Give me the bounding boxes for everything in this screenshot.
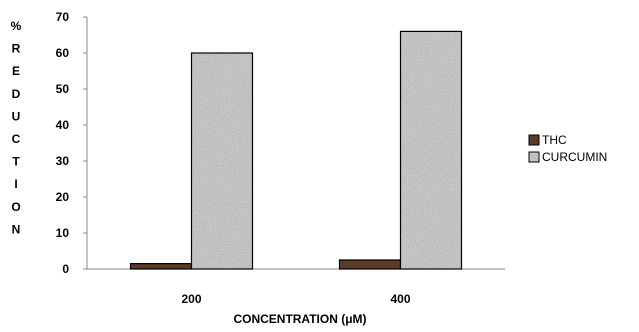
y-axis-label-letter: E bbox=[12, 64, 20, 78]
y-tick-label: 10 bbox=[56, 226, 70, 240]
y-axis-label-letter: T bbox=[12, 155, 20, 169]
y-axis-label-letter: D bbox=[12, 87, 21, 101]
legend: THC CURCUMIN bbox=[528, 133, 607, 164]
bar-thc-400 bbox=[338, 259, 402, 270]
y-tick-label: 20 bbox=[56, 190, 70, 204]
bars bbox=[129, 30, 463, 270]
legend-label: CURCUMIN bbox=[542, 150, 607, 164]
y-axis-label-letter: U bbox=[12, 109, 21, 123]
legend-label: THC bbox=[542, 133, 567, 147]
y-axis-label-letter: C bbox=[12, 132, 21, 146]
y-axis-label-letter: R bbox=[12, 42, 21, 56]
y-axis-label-letter: % bbox=[11, 19, 22, 33]
bar-curcumin-400 bbox=[399, 30, 463, 270]
y-tick-label: 30 bbox=[56, 154, 70, 168]
y-tick-label: 70 bbox=[56, 10, 70, 24]
x-tick-label: 200 bbox=[181, 292, 201, 306]
y-tick-label: 40 bbox=[56, 118, 70, 132]
bar-curcumin-200 bbox=[190, 52, 254, 270]
y-axis-label-letter: N bbox=[12, 222, 21, 236]
x-axis-ticks: 200 400 bbox=[181, 292, 410, 306]
y-tick-label: 60 bbox=[56, 46, 70, 60]
y-tick-label: 0 bbox=[62, 262, 69, 276]
legend-swatch-outline bbox=[528, 151, 540, 163]
y-tick-label: 50 bbox=[56, 82, 70, 96]
y-axis-label-letter: I bbox=[14, 177, 17, 191]
x-tick-label: 400 bbox=[390, 292, 410, 306]
bar-thc-200 bbox=[129, 263, 193, 270]
legend-swatch-thc bbox=[528, 134, 540, 146]
y-axis-label-letter: O bbox=[11, 200, 20, 214]
legend-swatch-curcumin bbox=[528, 151, 540, 163]
x-axis-label: CONCENTRATION (μM) bbox=[233, 312, 366, 326]
bar-outline bbox=[190, 52, 254, 270]
y-axis-ticks: 0 10 20 30 40 50 60 70 bbox=[56, 10, 87, 276]
bar-outline bbox=[399, 30, 463, 270]
